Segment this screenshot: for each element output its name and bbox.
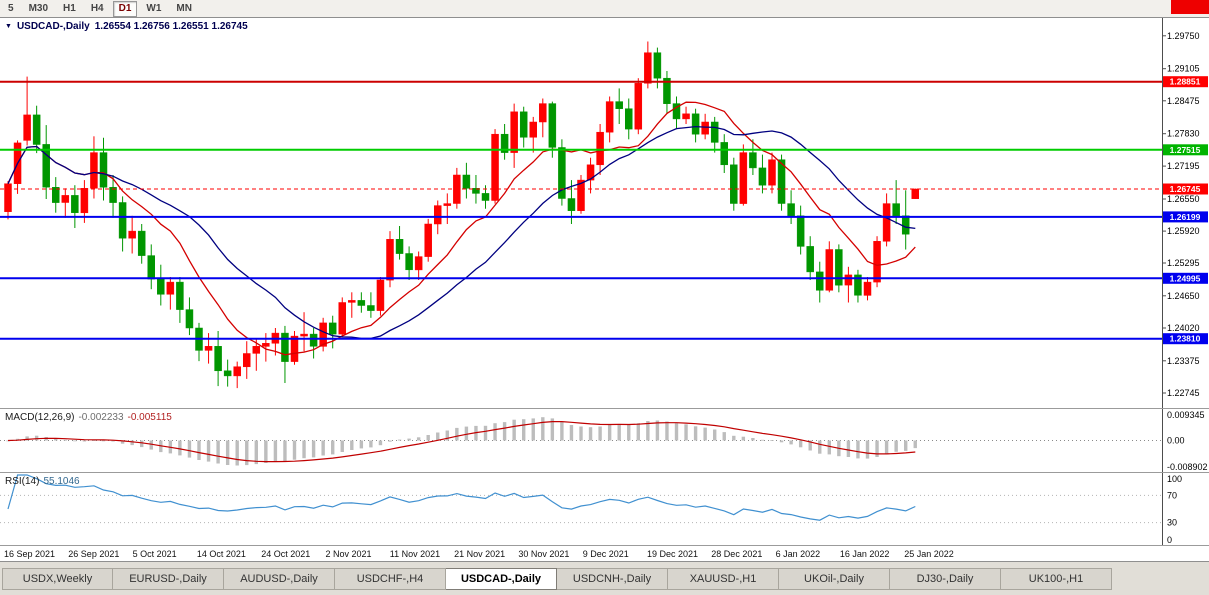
svg-text:1.28851: 1.28851 [1170,77,1201,87]
timeframe-toolbar: 5 M30 H1 H4 D1 W1 MN [0,0,1209,18]
timeframe-button-h1[interactable]: H1 [63,2,76,14]
svg-text:1.27515: 1.27515 [1170,145,1201,155]
timeframe-buttons: 5 M30 H1 H4 D1 W1 MN [2,0,201,17]
time-axis-label: 24 Oct 2021 [261,549,311,559]
panel-splitter-dates [0,545,1209,546]
chart-tab-bar: USDX,Weekly EURUSD-,Daily AUDUSD-,Daily USD… [0,562,1209,595]
time-axis-label: 6 Jan 2022 [775,549,821,559]
timeframe-button-h4[interactable]: H4 [90,2,104,14]
timeframe-button-5[interactable]: 5 [8,2,14,14]
svg-text:30: 30 [1167,518,1177,528]
chart-tab-dj30-daily[interactable]: DJ30-,Daily [890,568,1001,590]
time-axis-label: 30 Nov 2021 [518,549,570,559]
macd-signal-line [7,421,916,463]
timeframe-button-d1[interactable]: D1 [112,0,138,17]
svg-text:1.23810: 1.23810 [1170,334,1201,344]
chart-tab-usdcnh-daily[interactable]: USDCNH-,Daily [557,568,668,590]
top-right-red-marker [1171,0,1209,14]
current-price-tag: 1.26745 [1163,183,1208,195]
macd-canvas[interactable]: 0.009345 0.00 -0.008902 [0,409,1209,472]
macd-axis-labels[interactable]: 0.009345 0.00 -0.008902 [1167,410,1208,472]
svg-text:1.25920: 1.25920 [1167,226,1200,236]
macd-histogram [6,417,917,466]
time-axis-label: 16 Sep 2021 [4,549,56,559]
price-axis-ticks[interactable]: 1.29750 1.29105 1.28475 1.27830 1.27195 1.265… [1162,31,1200,398]
chart-tab-usdx-weekly[interactable]: USDX,Weekly [2,568,113,590]
svg-text:0.009345: 0.009345 [1167,410,1205,420]
svg-text:1.24995: 1.24995 [1170,273,1201,283]
svg-text:1.26745: 1.26745 [1170,184,1201,194]
svg-text:1.29750: 1.29750 [1167,31,1200,41]
svg-text:1.27830: 1.27830 [1167,129,1200,139]
rsi-line [7,474,916,521]
macd-label: MACD(12,26,9) -0.002233 -0.005115 [5,412,172,423]
panel-splitter-rsi[interactable] [0,472,1209,473]
svg-text:1.27195: 1.27195 [1167,161,1200,171]
time-axis-label: 19 Dec 2021 [647,549,699,559]
macd-main-value: -0.002233 [78,412,124,423]
price-chart-canvas[interactable]: 1.29750 1.29105 1.28475 1.27830 1.27195 1.265… [0,18,1209,408]
support-line-1-price-tag: 1.26199 [1163,211,1208,223]
svg-text:1.29105: 1.29105 [1167,64,1200,74]
timeframe-button-m30[interactable]: M30 [28,2,49,14]
rsi-axis-labels[interactable]: 100 70 30 0 [1167,474,1182,545]
time-axis-label: 28 Dec 2021 [711,549,763,559]
rsi-value: 55.1046 [43,476,80,487]
chart-tab-audusd-daily[interactable]: AUDUSD-,Daily [224,568,335,590]
chart-tab-eurusd-daily[interactable]: EURUSD-,Daily [113,568,224,590]
svg-text:1.23375: 1.23375 [1167,356,1200,366]
svg-text:1.28475: 1.28475 [1167,96,1200,106]
chart-tab-usdcad-daily[interactable]: USDCAD-,Daily [446,568,557,590]
svg-text:1.22745: 1.22745 [1167,388,1200,398]
svg-text:1.24650: 1.24650 [1167,291,1200,301]
time-axis-label: 21 Nov 2021 [454,549,506,559]
macd-name: MACD(12,26,9) [5,412,75,423]
candles-group [4,41,919,389]
main-chart-panel[interactable]: 1.29750 1.29105 1.28475 1.27830 1.27195 1.265… [0,18,1209,408]
chart-tab-usdchf-h4[interactable]: USDCHF-,H4 [335,568,446,590]
chart-title: ▼ USDCAD-,Daily 1.26554 1.26756 1.26551 … [5,21,248,32]
time-axis-label: 16 Jan 2022 [839,549,890,559]
pivot-line-price-tag: 1.27515 [1163,144,1208,156]
support-line-3-price-tag: 1.23810 [1163,333,1208,345]
moving-average-10-line [7,101,916,356]
svg-text:0: 0 [1167,535,1172,545]
chart-ohlc-quote: 1.26554 1.26756 1.26551 1.26745 [94,21,248,32]
svg-text:-0.008902: -0.008902 [1167,462,1208,472]
resistance-line-price-tag: 1.28851 [1163,76,1208,88]
chart-menu-arrow-icon[interactable]: ▼ [5,23,12,30]
svg-text:1.26199: 1.26199 [1170,212,1201,222]
svg-text:1.26550: 1.26550 [1167,194,1200,204]
macd-indicator-panel[interactable]: 0.009345 0.00 -0.008902 MACD(12,26,9) -0.00… [0,409,1209,472]
time-axis-label: 25 Jan 2022 [904,549,954,559]
chart-tab-xauusd-h1[interactable]: XAUUSD-,H1 [668,568,779,590]
panel-splitter-macd[interactable] [0,408,1209,409]
svg-text:100: 100 [1167,474,1182,484]
chart-tab-ukoil-daily[interactable]: UKOil-,Daily [779,568,890,590]
chart-tab-uk100-h1[interactable]: UK100-,H1 [1001,568,1112,590]
time-axis-label: 2 Nov 2021 [325,549,372,559]
rsi-label: RSI(14) 55.1046 [5,476,80,487]
svg-text:70: 70 [1167,490,1177,500]
timeframe-button-w1[interactable]: W1 [146,2,162,14]
svg-text:1.24020: 1.24020 [1167,323,1200,333]
time-axis-label: 9 Dec 2021 [582,549,629,559]
rsi-indicator-panel[interactable]: 100 70 30 0 RSI(14) 55.1046 [0,473,1209,545]
svg-text:1.25295: 1.25295 [1167,258,1200,268]
chart-symbol-period: USDCAD-,Daily [16,21,90,32]
rsi-name: RSI(14) [5,476,40,487]
support-line-2-price-tag: 1.24995 [1163,272,1208,284]
moving-average-20-line [7,125,916,340]
timeframe-button-mn[interactable]: MN [176,2,192,14]
time-axis-label: 26 Sep 2021 [68,549,120,559]
time-axis-label: 14 Oct 2021 [196,549,246,559]
svg-text:0.00: 0.00 [1167,436,1185,446]
time-axis[interactable]: 16 Sep 2021 26 Sep 2021 5 Oct 2021 14 Oct 2… [0,546,1209,562]
time-axis-label: 5 Oct 2021 [132,549,177,559]
macd-signal-value: -0.005115 [127,412,172,423]
time-axis-label: 11 Nov 2021 [389,549,441,559]
rsi-canvas[interactable]: 100 70 30 0 [0,473,1209,545]
